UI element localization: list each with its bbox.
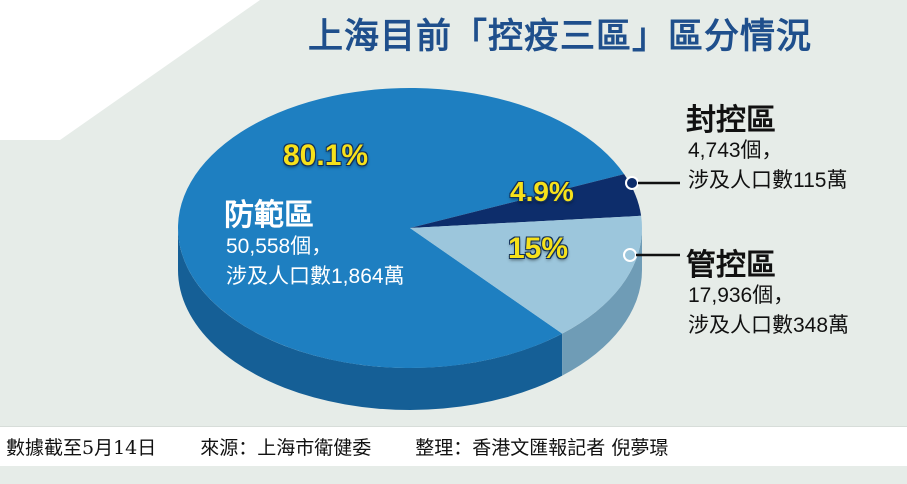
slice-name-fengkong: 封控區	[686, 103, 776, 138]
percent-label-fengkong: 4.9%	[510, 176, 574, 207]
pie-chart	[178, 87, 642, 410]
footer-compiled-by: 整理：香港文匯報記者 倪夢璟	[415, 437, 669, 459]
slice-population-fengkong: 涉及人口數115萬	[688, 169, 848, 192]
pie-sides	[178, 228, 642, 410]
slice-name-guankong: 管控區	[686, 248, 776, 283]
percent-label-guankong: 15%	[508, 232, 569, 265]
pie-slice-fangfan	[178, 87, 625, 369]
pie-tops	[178, 87, 642, 369]
pie-slice-guankong	[410, 215, 642, 334]
slice-name-fangfan: 防範區	[224, 198, 314, 233]
footer: 數據截至5月14日 來源：上海市衛健委 整理：香港文匯報記者 倪夢璟	[0, 426, 907, 466]
slice-count-fengkong: 4,743個，	[688, 139, 783, 162]
percent-label-fangfan: 80.1%	[283, 139, 369, 172]
pie-slice-fengkong	[410, 174, 642, 228]
footer-source: 來源：上海市衛健委	[200, 437, 372, 459]
slice-population-fangfan: 涉及人口數1,864萬	[226, 265, 405, 288]
footer-date-note: 數據截至5月14日	[6, 437, 157, 459]
pie-side-fangfan	[178, 228, 563, 410]
pie-side-guankong	[562, 228, 642, 376]
slice-population-guankong: 涉及人口數348萬	[688, 314, 850, 337]
page-title: 上海目前「控疫三區」區分情況	[307, 17, 812, 57]
slice-count-guankong: 17,936個，	[688, 284, 795, 307]
slice-count-fangfan: 50,558個，	[226, 235, 333, 258]
footer-strip	[0, 466, 907, 484]
